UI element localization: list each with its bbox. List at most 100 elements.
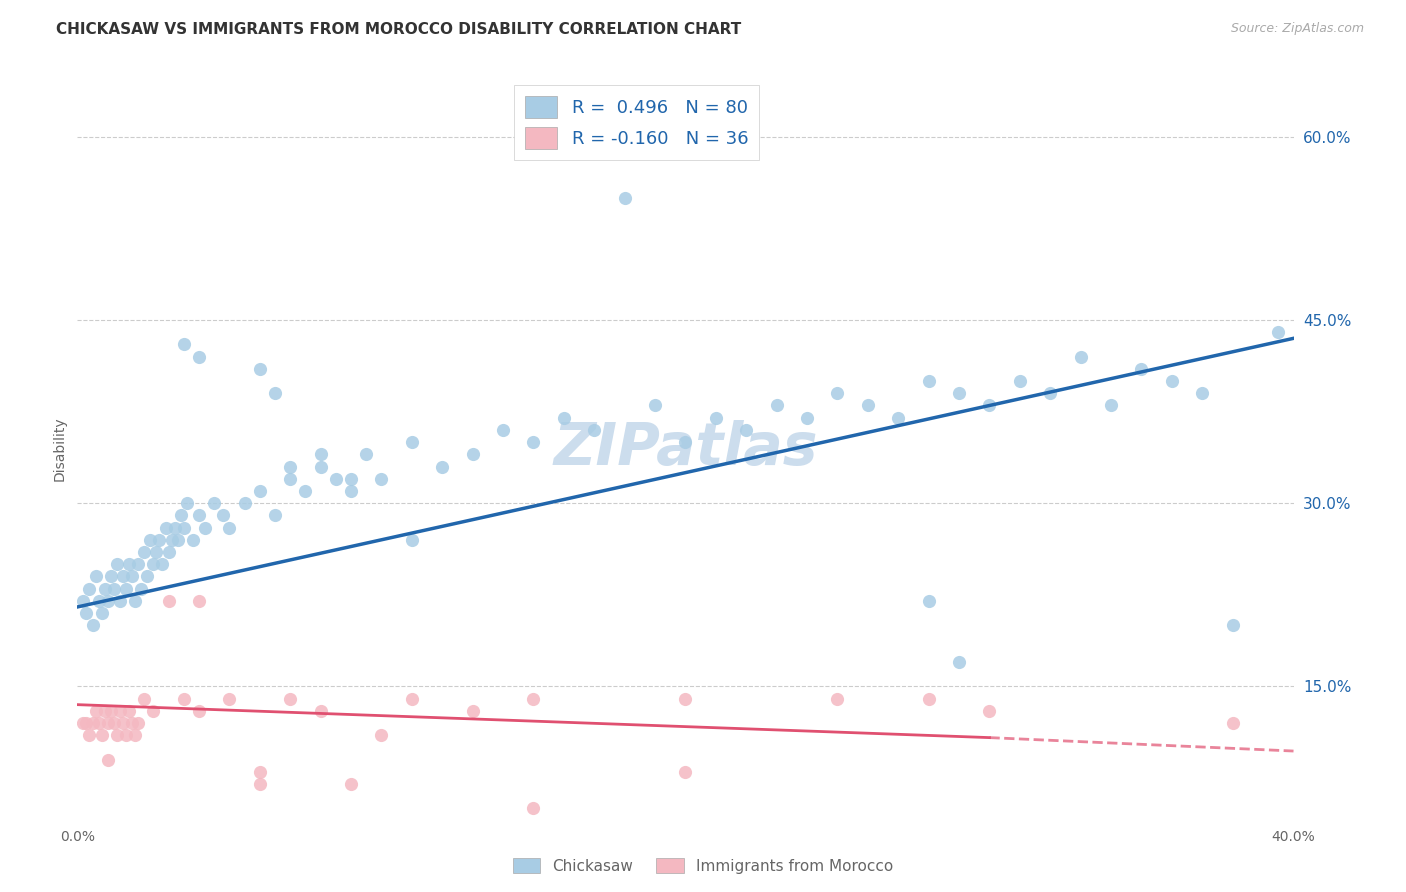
Point: [704, 410, 727, 425]
Point: [97, 715, 120, 730]
Point: [87, 715, 110, 730]
Point: [461, 704, 484, 718]
Point: [100, 569, 122, 583]
Point: [827, 386, 849, 401]
Point: [294, 483, 316, 498]
Point: [160, 533, 183, 547]
Point: [918, 374, 941, 388]
Point: [1161, 374, 1184, 388]
Point: [103, 582, 125, 596]
Point: [127, 558, 149, 572]
Point: [675, 764, 697, 779]
Point: [856, 399, 879, 413]
Point: [134, 545, 156, 559]
Point: [79, 728, 101, 742]
Point: [72, 594, 94, 608]
Point: [121, 569, 143, 583]
Point: [918, 594, 941, 608]
Point: [233, 496, 256, 510]
Point: [181, 533, 204, 547]
Point: [309, 459, 332, 474]
Point: [264, 386, 287, 401]
Point: [401, 533, 423, 547]
Point: [675, 691, 697, 706]
Point: [87, 594, 110, 608]
Point: [553, 410, 575, 425]
Point: [309, 447, 332, 461]
Point: [188, 508, 211, 523]
Point: [142, 704, 165, 718]
Point: [522, 801, 544, 815]
Point: [97, 753, 120, 767]
Point: [82, 618, 104, 632]
Point: [108, 594, 131, 608]
Point: [948, 386, 970, 401]
Point: [124, 728, 146, 742]
Point: [401, 435, 423, 450]
Point: [75, 606, 97, 620]
Point: [90, 606, 112, 620]
Y-axis label: Disability: Disability: [52, 416, 66, 481]
Point: [84, 569, 107, 583]
Point: [948, 655, 970, 669]
Point: [796, 410, 818, 425]
Point: [827, 691, 849, 706]
Point: [118, 558, 141, 572]
Point: [613, 191, 636, 205]
Point: [103, 715, 125, 730]
Point: [583, 423, 606, 437]
Point: [155, 520, 177, 534]
Point: [340, 483, 363, 498]
Point: [166, 533, 188, 547]
Point: [194, 520, 217, 534]
Point: [152, 558, 174, 572]
Point: [157, 594, 180, 608]
Point: [278, 691, 301, 706]
Point: [492, 423, 515, 437]
Point: [1099, 399, 1122, 413]
Point: [1267, 325, 1289, 339]
Point: [127, 715, 149, 730]
Point: [249, 764, 271, 779]
Point: [401, 691, 423, 706]
Point: [1039, 386, 1062, 401]
Point: [309, 704, 332, 718]
Point: [134, 691, 156, 706]
Point: [278, 472, 301, 486]
Point: [93, 582, 115, 596]
Point: [139, 533, 162, 547]
Point: [105, 558, 128, 572]
Point: [105, 728, 128, 742]
Point: [765, 399, 787, 413]
Point: [93, 704, 115, 718]
Point: [84, 704, 107, 718]
Text: CHICKASAW VS IMMIGRANTS FROM MOROCCO DISABILITY CORRELATION CHART: CHICKASAW VS IMMIGRANTS FROM MOROCCO DIS…: [56, 22, 741, 37]
Point: [264, 508, 287, 523]
Point: [148, 533, 170, 547]
Point: [173, 337, 195, 351]
Point: [249, 483, 271, 498]
Point: [188, 594, 211, 608]
Point: [1008, 374, 1031, 388]
Point: [176, 496, 198, 510]
Point: [522, 691, 544, 706]
Point: [461, 447, 484, 461]
Point: [218, 691, 240, 706]
Point: [145, 545, 167, 559]
Point: [340, 472, 363, 486]
Point: [1222, 618, 1244, 632]
Text: Source: ZipAtlas.com: Source: ZipAtlas.com: [1230, 22, 1364, 36]
Point: [918, 691, 941, 706]
Point: [735, 423, 758, 437]
Point: [340, 777, 363, 791]
Point: [100, 704, 122, 718]
Point: [188, 350, 211, 364]
Point: [675, 435, 697, 450]
Point: [124, 594, 146, 608]
Point: [118, 704, 141, 718]
Point: [979, 399, 1001, 413]
Point: [82, 715, 104, 730]
Point: [111, 569, 134, 583]
Point: [173, 520, 195, 534]
Point: [108, 704, 131, 718]
